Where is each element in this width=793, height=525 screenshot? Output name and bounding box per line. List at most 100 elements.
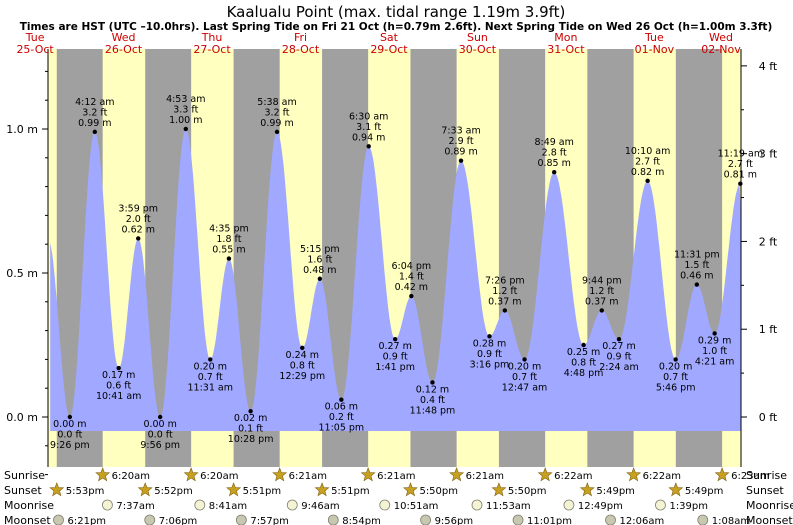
extremum-label: 11:19 am xyxy=(718,149,763,160)
right-axis-tick-label: 4 ft xyxy=(759,60,778,73)
sunrise-time: 6:21am xyxy=(466,471,504,482)
extremum-label: 0.37 m xyxy=(488,296,521,307)
day-date: 02-Nov xyxy=(701,43,741,56)
moonset-time: 12:06am xyxy=(620,516,665,525)
extremum-label: 11:05 pm xyxy=(319,423,365,434)
extremum-label: 0.2 ft xyxy=(329,412,354,423)
extremum-label: 0.48 m xyxy=(303,265,336,276)
extremum-label: 7:26 pm xyxy=(485,275,525,286)
day-date: 25-Oct xyxy=(16,43,54,56)
sunset-icon xyxy=(402,482,418,497)
extremum-label: 5:15 pm xyxy=(300,244,340,255)
sunrise-icon xyxy=(449,467,465,482)
moonset-icon xyxy=(53,514,64,525)
extremum-label: 0.7 ft xyxy=(198,372,223,383)
high-tide-point xyxy=(183,126,188,132)
extremum-label: 0.99 m xyxy=(78,118,111,129)
low-tide-point xyxy=(248,409,253,414)
low-tide-point xyxy=(116,365,121,371)
sunset-row-label: Sunset xyxy=(4,484,42,497)
sunrise-time: 6:22am xyxy=(554,471,592,482)
extremum-label: 1.8 ft xyxy=(216,234,241,245)
extremum-label: 7:33 am xyxy=(441,126,480,137)
extremum-label: 8:49 am xyxy=(534,137,573,148)
right-axis-tick-label: 2 ft xyxy=(759,235,778,248)
extremum-label: 9:44 pm xyxy=(582,275,622,286)
extremum-label: 3:59 pm xyxy=(118,203,158,214)
extremum-label: 5:38 am xyxy=(257,97,296,108)
day-name: Wed xyxy=(709,31,733,44)
moonrise-icon xyxy=(286,499,298,511)
high-tide-point xyxy=(694,282,700,287)
low-tide-point xyxy=(67,414,73,420)
right-axis-tick-label: 3 ft xyxy=(759,148,778,161)
extremum-label: 1.5 ft xyxy=(684,260,709,271)
moonset-row-label-right: Moonset xyxy=(746,514,793,525)
low-tide-point xyxy=(616,337,622,342)
low-tide-point xyxy=(392,337,398,342)
high-tide-point xyxy=(317,276,323,281)
left-axis-tick-label: 1.0 m xyxy=(6,123,38,136)
extremum-label: 0.0 ft xyxy=(148,430,173,441)
sunset-time: 5:52pm xyxy=(154,486,193,497)
sunrise-icon xyxy=(714,467,730,482)
high-tide-point xyxy=(551,170,557,175)
extremum-label: 0.12 m xyxy=(416,384,449,395)
extremum-label: 0.37 m xyxy=(585,296,618,307)
high-tide-point xyxy=(409,293,414,299)
extremum-label: 10:10 am xyxy=(625,146,670,157)
low-tide-point xyxy=(300,345,305,351)
extremum-label: 9:26 pm xyxy=(50,440,90,451)
extremum-label: 0.20 m xyxy=(508,361,541,372)
extremum-label: 4:35 pm xyxy=(209,224,249,235)
axes: 0.0 m 0.5 m 1.0 m 0 ft 1 ft 2 ft 3 ft 4 ft xyxy=(6,49,778,476)
moonset-icon xyxy=(420,514,431,525)
low-tide-point xyxy=(339,397,344,402)
sunrise-icon xyxy=(626,467,642,482)
extremum-label: 0.9 ft xyxy=(477,349,502,360)
extremum-label: 0.00 m xyxy=(143,419,176,430)
sunrise-time: 6:20am xyxy=(200,471,238,482)
extremum-label: 0.1 ft xyxy=(238,424,263,435)
extremum-label: 1.6 ft xyxy=(307,254,332,265)
extremum-label: 5:46 pm xyxy=(656,382,696,393)
extremum-label: 2.7 ft xyxy=(635,156,660,167)
left-axis-tick-label: 0.5 m xyxy=(6,267,38,280)
extremum-label: 6:30 am xyxy=(349,111,388,122)
moonrise-time: 8:41am xyxy=(209,501,247,512)
extremum-label: 0.99 m xyxy=(260,118,293,129)
extremum-label: 0.42 m xyxy=(395,282,428,293)
moonrise-time: 11:53am xyxy=(486,501,531,512)
moonrise-icon xyxy=(194,499,206,511)
extremum-label: 6:04 pm xyxy=(392,261,432,272)
moonset-icon xyxy=(144,514,156,525)
sunrise-icon xyxy=(360,467,376,482)
extremum-label: 0.27 m xyxy=(378,341,411,352)
extremum-label: 1:41 pm xyxy=(375,362,415,373)
extremum-label: 11:31 am xyxy=(188,382,233,393)
moonrise-icon xyxy=(471,499,483,511)
moonrise-time: 7:37am xyxy=(116,501,154,512)
day-labels: Tue25-OctWed26-OctThu27-OctFri28-OctSat2… xyxy=(16,31,741,56)
moonrise-icon xyxy=(102,499,113,511)
low-tide-point xyxy=(208,357,213,362)
right-axis-tick-label: 1 ft xyxy=(759,323,778,336)
day-name: Sun xyxy=(467,31,488,44)
low-tide-point xyxy=(522,357,527,362)
moonset-time: 8:54pm xyxy=(342,516,381,525)
extremum-label: 3.1 ft xyxy=(356,122,381,133)
day-date: 28-Oct xyxy=(282,43,320,56)
moonrise-time: 12:49pm xyxy=(578,501,623,512)
sunset-icon xyxy=(314,482,330,497)
sunset-icon xyxy=(491,482,507,497)
sunset-time: 5:50pm xyxy=(508,486,547,497)
extremum-label: 0.29 m xyxy=(698,335,731,346)
moonset-icon xyxy=(512,514,524,525)
sunset-icon xyxy=(49,482,65,497)
extremum-label: 12:47 am xyxy=(502,382,547,393)
sunset-row-label-right: Sunset xyxy=(746,484,784,497)
extremum-label: 0.46 m xyxy=(680,271,713,282)
sunset-time: 5:53pm xyxy=(66,486,105,497)
sunrise-time: 6:23am xyxy=(731,471,769,482)
day-date: 31-Oct xyxy=(547,43,585,56)
